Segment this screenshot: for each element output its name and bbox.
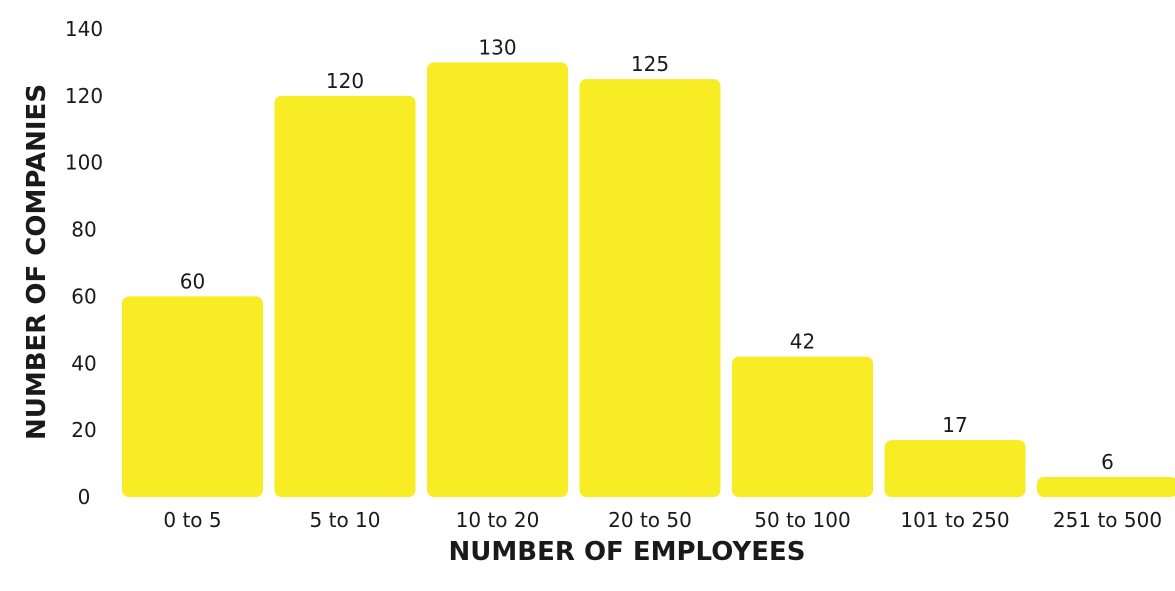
y-tick-label: 100 xyxy=(65,151,103,175)
bar xyxy=(274,95,416,497)
y-tick-label: 120 xyxy=(65,84,103,108)
bar xyxy=(122,296,263,497)
bar-value-label: 120 xyxy=(326,69,364,93)
bars xyxy=(122,62,1175,498)
bar-value-label: 60 xyxy=(180,269,205,293)
bar xyxy=(427,62,568,498)
bar xyxy=(579,79,721,498)
x-axis-title: NUMBER OF EMPLOYEES xyxy=(449,537,806,567)
bar-value-labels: 60 120 130 125 42 17 6 xyxy=(180,35,1114,474)
y-tick-label: 0 xyxy=(78,485,91,509)
x-category-label: 10 to 20 xyxy=(456,508,540,532)
bar-value-label: 130 xyxy=(478,35,516,59)
x-category-label: 20 to 50 xyxy=(608,508,692,532)
bar-value-label: 42 xyxy=(790,330,815,354)
y-tick-label: 40 xyxy=(71,351,96,375)
bar-value-label: 17 xyxy=(942,413,967,437)
x-category-label: 101 to 250 xyxy=(900,508,1009,532)
y-tick-label: 80 xyxy=(71,218,96,242)
x-category-label: 50 to 100 xyxy=(754,508,850,532)
y-axis-ticks: 0 20 40 60 80 100 120 140 xyxy=(65,17,103,509)
bar xyxy=(884,440,1026,497)
bar xyxy=(732,356,873,497)
x-category-label: 5 to 10 xyxy=(310,508,381,532)
y-tick-label: 20 xyxy=(71,418,96,442)
bar-value-label: 125 xyxy=(631,52,669,76)
x-category-label: 251 to 500 xyxy=(1053,508,1162,532)
bar-value-label: 6 xyxy=(1101,450,1114,474)
y-tick-label: 140 xyxy=(65,17,103,41)
x-axis-category-labels: 0 to 5 5 to 10 10 to 20 20 to 50 50 to 100 10… xyxy=(163,508,1162,532)
bar xyxy=(1037,476,1175,497)
y-tick-label: 60 xyxy=(71,284,96,308)
x-category-label: 0 to 5 xyxy=(163,508,221,532)
y-axis-title: NUMBER OF COMPANIES xyxy=(22,84,52,440)
